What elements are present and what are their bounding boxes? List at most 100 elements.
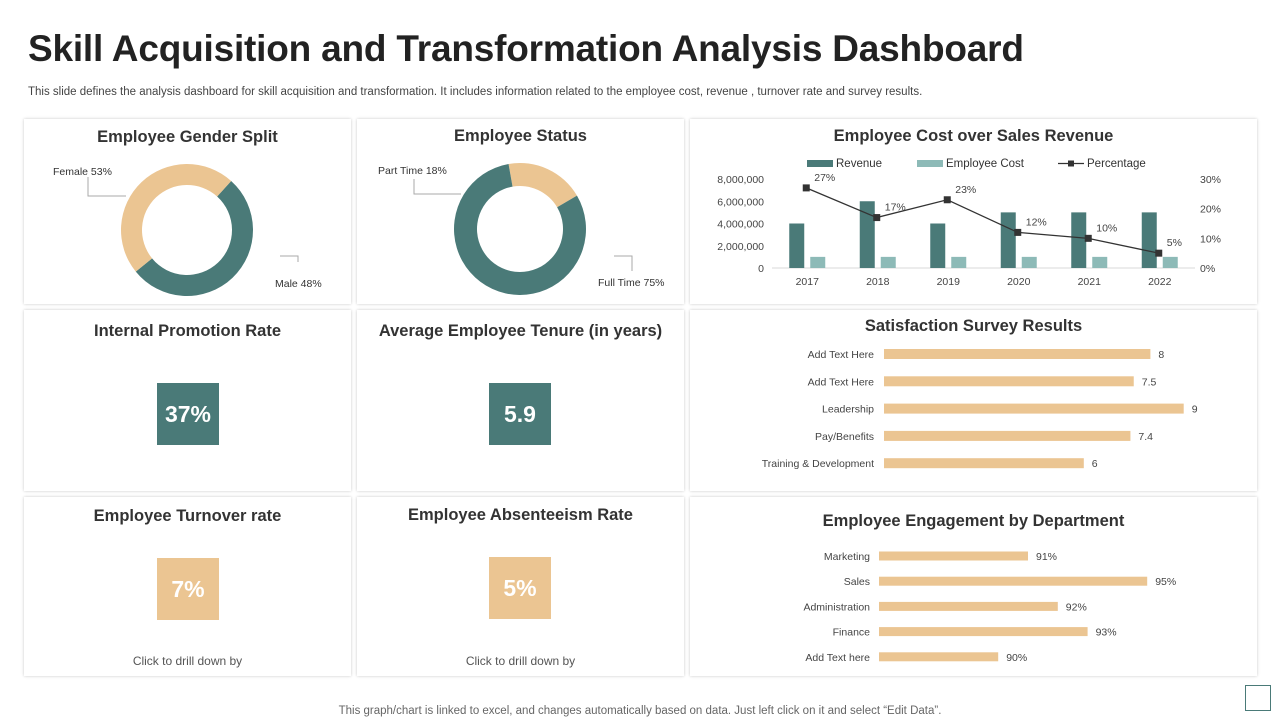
- employee-cost-bar: [880, 256, 896, 268]
- employee-cost-bar: [1092, 256, 1108, 268]
- survey-panel: Satisfaction Survey Results Add Text Her…: [690, 310, 1257, 491]
- data-bar: [884, 430, 1131, 441]
- data-bar: [884, 376, 1134, 387]
- category-label: Pay/Benefits: [815, 431, 874, 443]
- donut-slice-male: [121, 164, 232, 272]
- percentage-marker: [943, 196, 951, 204]
- part-time-leader-line: [413, 179, 461, 195]
- engagement-title: Employee Engagement by Department: [822, 512, 1125, 530]
- full-time-leader-line: [614, 255, 633, 271]
- legend-swatch-marker: [1068, 160, 1074, 167]
- category-label: Add Text Here: [808, 376, 875, 388]
- female-label: Female 53%: [53, 166, 112, 178]
- y2-tick-label: 20%: [1200, 204, 1221, 216]
- legend-swatch: [807, 160, 833, 167]
- cost-revenue-panel: Employee Cost over Sales Revenue 0 2,000,…: [690, 119, 1257, 304]
- employee-cost-bar: [1162, 256, 1178, 268]
- category-label: Sales: [844, 576, 870, 588]
- percentage-marker: [873, 214, 881, 222]
- revenue-bar: [1071, 212, 1087, 268]
- employee-cost-bar: [951, 256, 967, 268]
- percentage-data-label: 27%: [814, 172, 835, 184]
- status-donut-chart[interactable]: Part Time 18% Full Time 75%: [357, 119, 684, 304]
- revenue-bar: [1000, 212, 1016, 268]
- absenteeism-title: Employee Absenteeism Rate: [408, 506, 633, 524]
- x-tick-label: 2018: [866, 276, 890, 288]
- promotion-panel: Internal Promotion Rate 37%: [24, 310, 351, 491]
- y-tick-label: 6,000,000: [717, 196, 764, 208]
- revenue-bar: [930, 223, 946, 268]
- survey-bar-chart[interactable]: Add Text Here 8 Add Text Here 7.5 Leadership…: [690, 310, 1257, 491]
- category-label: Add Text Here: [808, 349, 875, 361]
- revenue-bar: [789, 223, 805, 268]
- x-tick-label: 2021: [1078, 276, 1102, 288]
- employee-status-title: Employee Status: [454, 127, 587, 145]
- data-bar: [884, 403, 1184, 414]
- percentage-data-label: 5%: [1167, 237, 1182, 249]
- edit-data-box[interactable]: [1245, 685, 1271, 711]
- data-bar: [884, 349, 1151, 359]
- absenteeism-drill-link[interactable]: Click to drill down by: [465, 654, 576, 668]
- percentage-marker: [1014, 228, 1022, 236]
- percentage-data-label: 10%: [1096, 222, 1117, 234]
- data-label: 92%: [1066, 601, 1087, 613]
- absenteeism-rate-value: 5%: [489, 557, 551, 619]
- category-label: Marketing: [824, 551, 870, 563]
- y-tick-label: 4,000,000: [717, 219, 764, 231]
- tenure-title: Average Employee Tenure (in years): [378, 322, 663, 340]
- promotion-title: Internal Promotion Rate: [93, 322, 282, 340]
- data-label: 6: [1092, 458, 1098, 470]
- engagement-bar-chart[interactable]: Marketing 91% Sales 95% Administration 92% Fin…: [690, 497, 1257, 676]
- y-tick-label: 0: [758, 263, 764, 275]
- data-label: 7.4: [1138, 431, 1153, 443]
- data-bar: [879, 601, 1058, 611]
- turnover-title: Employee Turnover rate: [93, 507, 282, 525]
- percentage-data-label: 12%: [1026, 216, 1047, 228]
- percentage-marker: [1155, 249, 1163, 257]
- y2-tick-label: 0%: [1200, 263, 1215, 275]
- full-time-label: Full Time 75%: [598, 277, 665, 289]
- male-leader-line: [280, 255, 299, 262]
- revenue-bar: [1141, 212, 1157, 268]
- page-subtitle: This slide defines the analysis dashboar…: [28, 86, 923, 98]
- category-label: Administration: [803, 601, 870, 613]
- data-bar: [879, 652, 999, 662]
- gender-split-title: Employee Gender Split: [97, 128, 278, 146]
- gender-donut-chart[interactable]: Female 53% Male 48%: [24, 119, 351, 304]
- employee-cost-bar: [1021, 256, 1037, 268]
- percentage-data-label: 17%: [885, 202, 906, 214]
- cost-revenue-chart[interactable]: 0 2,000,000 4,000,000 6,000,000 8,000,000 0% 1…: [690, 119, 1257, 304]
- turnover-drill-link[interactable]: Click to drill down by: [132, 654, 243, 668]
- legend-label: Employee Cost: [946, 158, 1025, 170]
- data-label: 90%: [1006, 652, 1027, 664]
- category-label: Finance: [833, 627, 871, 639]
- x-tick-label: 2022: [1148, 276, 1172, 288]
- category-label: Leadership: [822, 404, 874, 416]
- x-tick-label: 2020: [1007, 276, 1031, 288]
- data-label: 9: [1192, 404, 1198, 416]
- gender-split-panel: Employee Gender Split Female 53% Male 48…: [24, 119, 351, 304]
- survey-title: Satisfaction Survey Results: [864, 317, 1083, 335]
- turnover-panel: Employee Turnover rate 7% Click to drill…: [24, 497, 351, 676]
- legend-label: Revenue: [836, 158, 882, 170]
- data-label: 93%: [1096, 627, 1117, 639]
- y-tick-label: 2,000,000: [717, 241, 764, 253]
- legend-swatch: [917, 160, 943, 167]
- data-label: 8: [1158, 349, 1164, 361]
- turnover-rate-value: 7%: [157, 558, 219, 620]
- percentage-marker: [802, 184, 810, 192]
- percentage-line: [805, 187, 1159, 254]
- percentage-marker: [1084, 234, 1092, 242]
- donut-slice-full-time: [454, 164, 586, 295]
- tenure-panel: Average Employee Tenure (in years) 5.9: [357, 310, 684, 491]
- data-bar: [884, 458, 1084, 469]
- donut-slice-part-time: [508, 163, 577, 208]
- legend-label: Percentage: [1087, 158, 1146, 170]
- y2-tick-label: 10%: [1200, 233, 1221, 245]
- data-label: 7.5: [1142, 376, 1157, 388]
- category-label: Training & Development: [762, 458, 874, 470]
- x-tick-label: 2017: [796, 276, 820, 288]
- y2-tick-label: 30%: [1200, 174, 1221, 186]
- data-bar: [879, 551, 1028, 561]
- engagement-panel: Employee Engagement by Department Market…: [690, 497, 1257, 676]
